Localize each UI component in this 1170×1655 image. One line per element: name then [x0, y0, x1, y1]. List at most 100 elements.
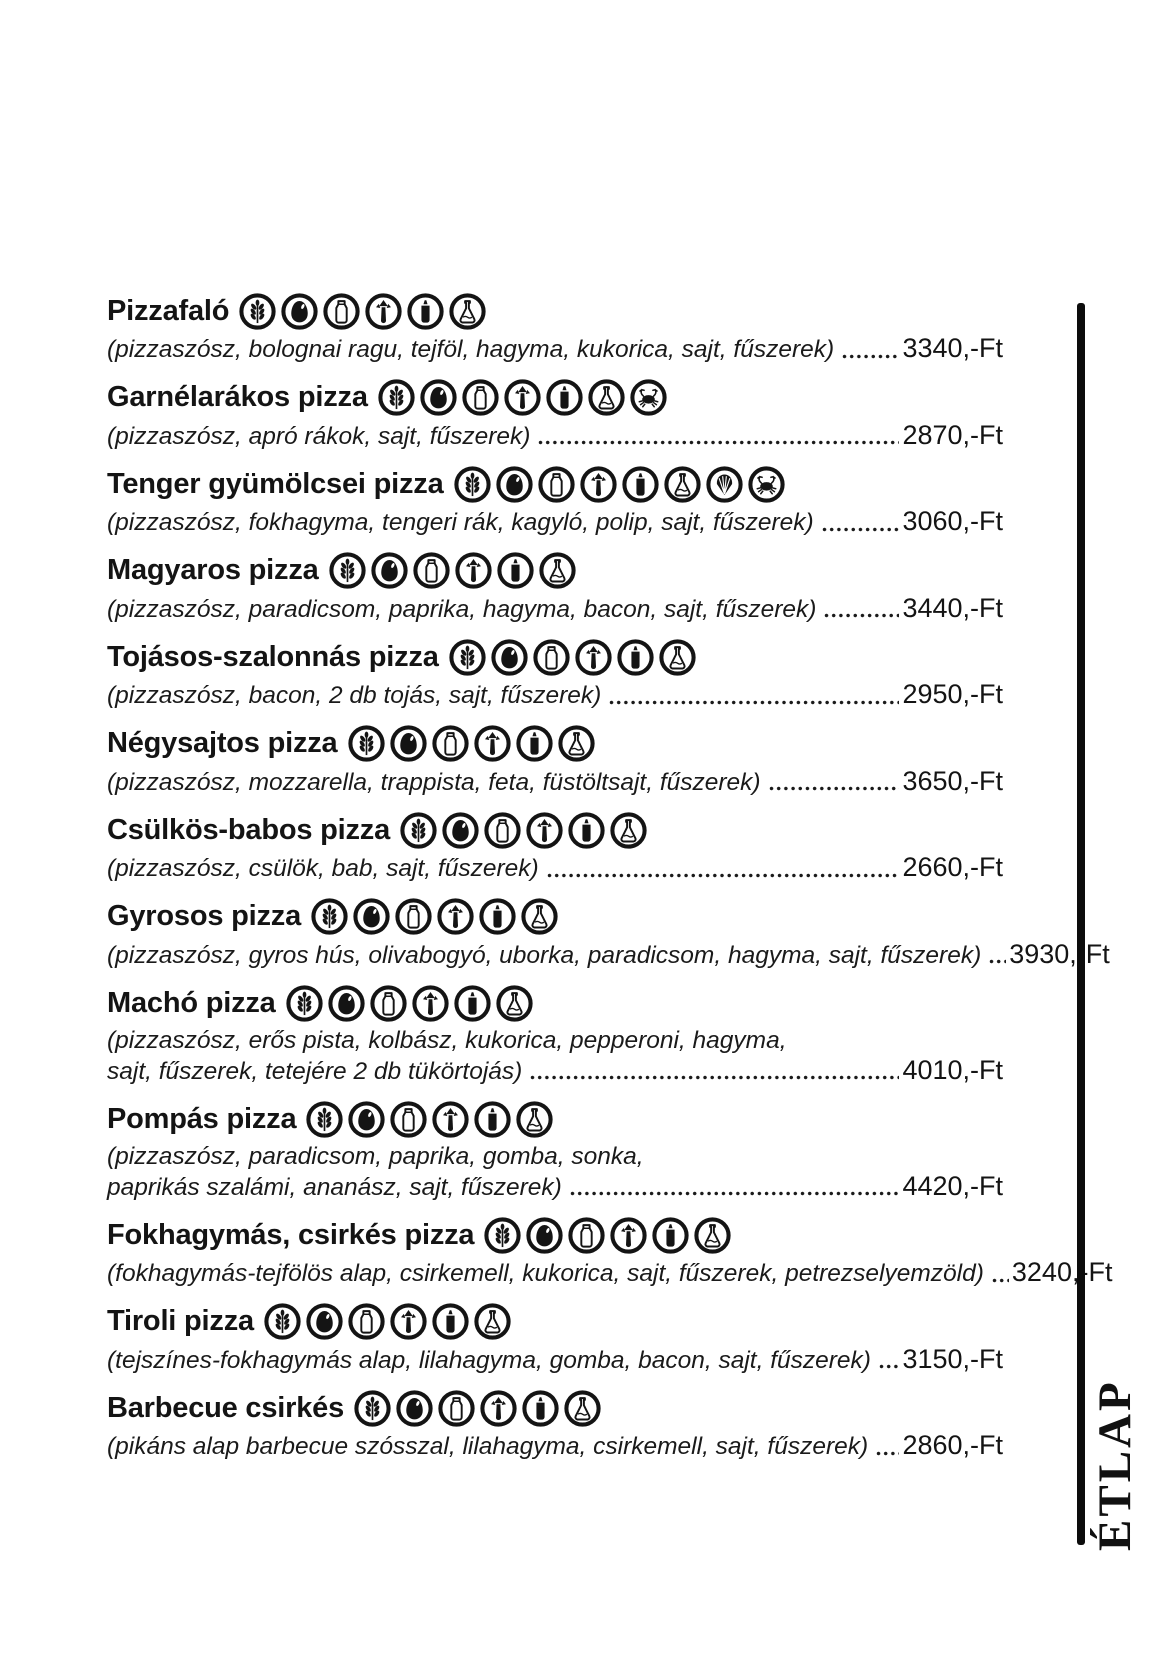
item-ingredients: (pizzaszósz, paradicsom, paprika, hagyma… — [107, 595, 817, 623]
item-price: 3240,-Ft — [1011, 1257, 1113, 1287]
item-name: Tojásos-szalonnás pizza — [107, 640, 439, 673]
menu-item: Machó pizza (pizzaszósz, erős pista, kol… — [107, 980, 1003, 1086]
egg-icon — [396, 1390, 433, 1427]
dot-leader — [990, 1276, 1009, 1284]
egg-icon — [491, 639, 528, 676]
item-descriptions: (pizzaszósz, paradicsom, paprika, gomba,… — [107, 1142, 1003, 1202]
dot-leader — [841, 352, 900, 360]
item-title-row: Pompás pizza — [107, 1096, 1003, 1142]
egg-icon — [353, 898, 390, 935]
sulphite-flask-icon — [558, 725, 595, 762]
item-price: 4010,-Ft — [902, 1054, 1003, 1085]
milk-bottle-icon — [484, 812, 521, 849]
item-descriptions: (pizzaszósz, mozzarella, trappista, feta… — [107, 766, 1003, 798]
item-name: Tiroli pizza — [107, 1305, 254, 1337]
item-title-row: Csülkös-babos pizza — [107, 807, 1003, 853]
wheat-gluten-icon — [454, 466, 491, 503]
item-ingredients: (tejszínes-fokhagymás alap, lilahagyma, … — [107, 1346, 871, 1374]
item-name: Fokhagymás, csirkés pizza — [107, 1218, 475, 1251]
menu-item: Tojásos-szalonnás pizza (pizzaszósz, bac… — [107, 634, 1003, 711]
item-name: Pizzafaló — [107, 294, 230, 327]
item-descriptions: (pikáns alap barbecue szósszal, lilahagy… — [107, 1430, 1003, 1462]
mustard-bottle-icon — [516, 725, 553, 762]
wheat-gluten-icon — [264, 1303, 301, 1340]
item-description-line: (pizzaszósz, mozzarella, trappista, feta… — [107, 766, 1003, 798]
sulphite-flask-icon — [496, 985, 533, 1022]
celery-icon — [610, 1217, 647, 1254]
milk-bottle-icon — [395, 898, 432, 935]
item-name: Garnélarákos pizza — [107, 381, 368, 413]
mustard-bottle-icon — [546, 379, 583, 416]
item-description-line: (pizzaszósz, erős pista, kolbász, kukori… — [107, 1026, 1003, 1056]
allergen-icons — [348, 725, 595, 762]
wheat-gluten-icon — [286, 985, 323, 1022]
item-title-row: Fokhagymás, csirkés pizza — [107, 1212, 1003, 1258]
item-price: 2660,-Ft — [902, 852, 1003, 882]
egg-icon — [496, 466, 533, 503]
menu-item: Tiroli pizza (tejszínes-fokhagymás alap,… — [107, 1299, 1003, 1376]
milk-bottle-icon — [438, 1390, 475, 1427]
egg-icon — [442, 812, 479, 849]
mustard-bottle-icon — [652, 1217, 689, 1254]
item-descriptions: (pizzaszósz, csülök, bab, sajt, fűszerek… — [107, 852, 1003, 884]
vertical-divider — [1077, 303, 1085, 1545]
celery-icon — [526, 812, 563, 849]
item-descriptions: (pizzaszósz, bolognai ragu, tejföl, hagy… — [107, 333, 1003, 365]
menu-item: Magyaros pizza (pizzaszósz, paradicsom, … — [107, 548, 1003, 625]
sulphite-flask-icon — [659, 639, 696, 676]
sulphite-flask-icon — [449, 293, 486, 330]
item-description-line: sajt, fűszerek, tetejére 2 db tükörtojás… — [107, 1054, 1003, 1087]
item-title-row: Tojásos-szalonnás pizza — [107, 634, 1003, 680]
celery-icon — [580, 466, 617, 503]
item-title-row: Pizzafaló — [107, 288, 1003, 334]
item-descriptions: (pizzaszósz, erős pista, kolbász, kukori… — [107, 1026, 1003, 1086]
celery-icon — [432, 1101, 469, 1138]
sulphite-flask-icon — [564, 1390, 601, 1427]
item-title-row: Gyrosos pizza — [107, 894, 1003, 940]
crab-crustacean-icon — [630, 379, 667, 416]
milk-bottle-icon — [390, 1101, 427, 1138]
allergen-icons — [311, 898, 558, 935]
item-title-row: Magyaros pizza — [107, 548, 1003, 594]
wheat-gluten-icon — [400, 812, 437, 849]
item-name: Gyrosos pizza — [107, 900, 302, 932]
dot-leader — [568, 1190, 900, 1197]
item-description-line: (pizzaszósz, fokhagyma, tengeri rák, kag… — [107, 506, 1003, 538]
egg-icon — [526, 1217, 563, 1254]
item-price: 3060,-Ft — [902, 506, 1003, 536]
sulphite-flask-icon — [521, 898, 558, 935]
menu-item: Barbecue csirkés (pikáns alap barbecue s… — [107, 1385, 1003, 1462]
sulphite-flask-icon — [694, 1217, 731, 1254]
crab-crustacean-icon — [748, 466, 785, 503]
milk-bottle-icon — [323, 293, 360, 330]
item-ingredients: (fokhagymás-tejfölös alap, csirkemell, k… — [107, 1260, 984, 1287]
celery-icon — [365, 293, 402, 330]
item-descriptions: (pizzaszósz, bacon, 2 db tojás, sajt, fű… — [107, 679, 1003, 711]
item-ingredients: (pizzaszósz, fokhagyma, tengeri rák, kag… — [107, 509, 814, 536]
item-ingredients: (pizzaszósz, mozzarella, trappista, feta… — [107, 768, 761, 796]
wheat-gluten-icon — [306, 1101, 343, 1138]
mustard-bottle-icon — [474, 1101, 511, 1138]
wheat-gluten-icon — [449, 639, 486, 676]
mustard-bottle-icon — [454, 985, 491, 1022]
sulphite-flask-icon — [588, 379, 625, 416]
item-name: Tenger gyümölcsei pizza — [107, 467, 444, 500]
milk-bottle-icon — [432, 725, 469, 762]
item-name: Négysajtos pizza — [107, 727, 338, 759]
allergen-icons — [329, 552, 576, 589]
sulphite-flask-icon — [610, 812, 647, 849]
item-ingredients: (pizzaszósz, bacon, 2 db tojás, sajt, fű… — [107, 682, 602, 709]
item-descriptions: (fokhagymás-tejfölös alap, csirkemell, k… — [107, 1257, 1112, 1289]
sulphite-flask-icon — [516, 1101, 553, 1138]
menu-item: Gyrosos pizza (pizzaszósz, gyros hús, ol… — [107, 894, 1110, 971]
mustard-bottle-icon — [617, 639, 654, 676]
mustard-bottle-icon — [522, 1390, 559, 1427]
dot-leader — [877, 1363, 900, 1370]
mustard-bottle-icon — [622, 466, 659, 503]
mustard-bottle-icon — [407, 293, 444, 330]
dot-leader — [823, 612, 900, 619]
menu-item: Pizzafaló (pizzaszósz, bolognai ragu, te… — [107, 288, 1003, 365]
wheat-gluten-icon — [484, 1217, 521, 1254]
item-description-line: paprikás szalámi, ananász, sajt, fűszere… — [107, 1171, 1003, 1203]
celery-icon — [437, 898, 474, 935]
